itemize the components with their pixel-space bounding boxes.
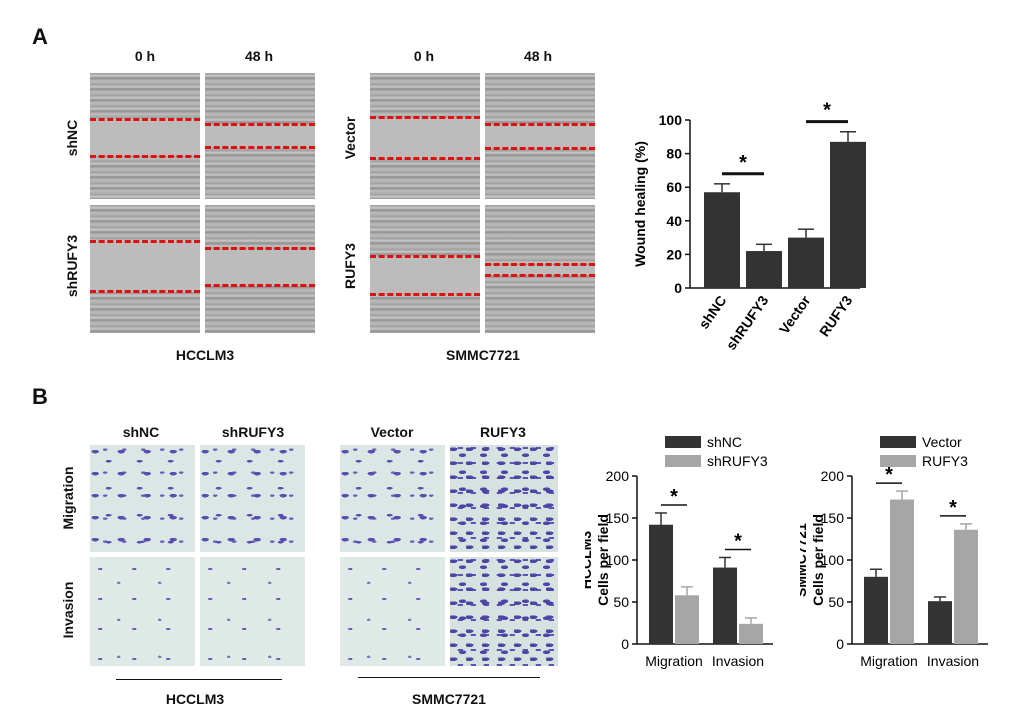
x-tick-label: Vector (776, 292, 814, 337)
y-tick-label: 60 (666, 179, 682, 195)
y-tick-label: 100 (659, 112, 683, 128)
wound-image-vector-48h (485, 73, 595, 199)
caption-smmc7721-a: SMMC7721 (446, 347, 520, 363)
y-tick-label: 40 (666, 213, 682, 229)
y-tick-label: 50 (828, 594, 844, 610)
transwell-image-rufy3-invasion (450, 557, 558, 666)
time-label-48h-right: 48 h (523, 48, 552, 64)
row-label-vector: Vector (342, 116, 358, 160)
transwell-image-shrufy3-invasion (200, 557, 305, 666)
legend-swatch-rufy3 (880, 455, 916, 467)
y-tick-label: 50 (613, 594, 629, 610)
x-tick-label: Invasion (927, 653, 979, 669)
wound-image-shnc-0h (90, 73, 200, 199)
row-label-invasion: Invasion (60, 581, 76, 639)
bar-vector-migration (864, 576, 888, 644)
y-tick-label: 200 (821, 468, 845, 484)
x-tick-label: Migration (645, 653, 703, 669)
bar-shrufy3-migration (675, 595, 699, 644)
time-label-48h-left: 48 h (244, 48, 273, 64)
legend-label-vector: Vector (922, 434, 962, 450)
transwell-image-vector-invasion (340, 557, 445, 666)
row-label-rufy3: RUFY3 (342, 243, 358, 289)
y-axis-label: HCCLM3Cells per field (585, 514, 611, 606)
y-axis-label: SMMC7721Cells per field (800, 514, 826, 606)
significance-star: * (734, 530, 742, 552)
col-label-rufy3: RUFY3 (480, 424, 526, 440)
y-tick-label: 20 (666, 246, 682, 262)
x-tick-label: shNC (695, 293, 729, 332)
y-tick-label: 0 (621, 636, 629, 652)
wound-image-rufy3-0h (370, 205, 480, 333)
significance-star: * (949, 497, 957, 519)
significance-star: * (670, 486, 678, 508)
col-label-shnc: shNC (122, 424, 160, 440)
legend-label-shnc: shNC (707, 434, 742, 450)
y-tick-label: 100 (606, 552, 630, 568)
bar-shrufy3 (746, 251, 782, 288)
wound-image-rufy3-48h (485, 205, 595, 333)
row-label-migration: Migration (60, 466, 76, 530)
group-line-hcclm3 (116, 679, 282, 680)
legend-label-shrufy3: shRUFY3 (707, 453, 768, 469)
bar-shrufy3-invasion (739, 623, 763, 644)
panel-letter-a: A (32, 24, 48, 49)
y-axis-label: Wound healing (%) (632, 141, 648, 267)
transwell-image-shnc-invasion (90, 557, 195, 666)
y-axis-label-line: Cells per field (810, 514, 826, 606)
y-tick-label: 80 (666, 146, 682, 162)
y-tick-label: 150 (606, 510, 630, 526)
transwell-image-shrufy3-migration (200, 445, 305, 552)
smmc7721-transwell-chart: 0 50 100 150 200 SMMC7721Cells per field Vecto… (800, 434, 988, 669)
time-label-0h-right: 0 h (413, 48, 435, 64)
wound-healing-chart: 0 20 40 60 80 100 Wound healing (%) shNCshRUFY3… (632, 100, 866, 353)
significance-star: * (823, 100, 831, 122)
y-axis-label-line: HCCLM3 (585, 531, 594, 590)
y-tick-label: 0 (836, 636, 844, 652)
y-axis-label-line: SMMC7721 (800, 523, 809, 597)
x-tick-label: RUFY3 (816, 292, 856, 339)
transwell-image-rufy3-migration (450, 445, 558, 552)
col-label-shrufy3: shRUFY3 (221, 424, 285, 440)
bar-shnc (704, 192, 740, 288)
caption-hcclm3-b: HCCLM3 (165, 691, 225, 707)
significance-star: * (885, 464, 893, 486)
legend-swatch-shrufy3 (665, 455, 701, 467)
wound-image-shnc-48h (205, 73, 315, 199)
y-axis-label-line: Cells per field (595, 514, 611, 606)
y-tick-label: 0 (674, 280, 682, 296)
caption-smmc7721-b: SMMC7721 (412, 691, 486, 707)
x-tick-label: shRUFY3 (723, 292, 772, 352)
row-label-shnc: shNC (64, 119, 80, 157)
bar-rufy3-invasion (954, 529, 978, 644)
transwell-image-shnc-migration (90, 445, 195, 552)
y-tick-label: 200 (606, 468, 630, 484)
legend-swatch-shnc (665, 436, 701, 448)
transwell-image-vector-migration (340, 445, 445, 552)
row-label-shrufy3: shRUFY3 (64, 234, 80, 298)
significance-star: * (739, 152, 747, 174)
bar-vector-invasion (928, 601, 952, 644)
panel-letter-b: B (32, 384, 48, 409)
wound-image-shrufy3-48h (205, 205, 315, 333)
x-tick-label: Migration (860, 653, 918, 669)
time-label-0h-left: 0 h (134, 48, 156, 64)
bar-shnc-invasion (713, 567, 737, 644)
x-tick-label: Invasion (712, 653, 764, 669)
bar-shnc-migration (649, 524, 673, 644)
col-label-vector: Vector (370, 424, 414, 440)
caption-hcclm3-a: HCCLM3 (175, 347, 235, 363)
hcclm3-transwell-chart: 0 50 100 150 200 HCCLM3Cells per field shNC shR… (585, 434, 773, 669)
bar-rufy3 (830, 141, 866, 288)
bar-rufy3-migration (890, 499, 914, 644)
wound-image-shrufy3-0h (90, 205, 200, 333)
y-tick-label: 150 (821, 510, 845, 526)
legend-label-rufy3: RUFY3 (922, 453, 968, 469)
group-line-smmc7721 (358, 677, 540, 678)
bar-vector (788, 237, 824, 288)
legend-swatch-vector (880, 436, 916, 448)
y-tick-label: 100 (821, 552, 845, 568)
wound-image-vector-0h (370, 73, 480, 199)
